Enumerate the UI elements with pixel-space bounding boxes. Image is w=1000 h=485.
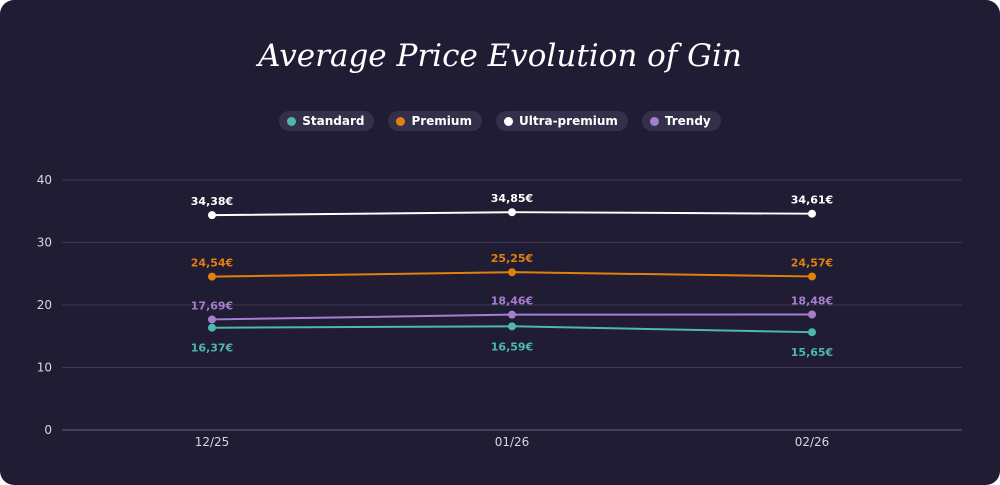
y-tick-label: 0: [44, 423, 52, 437]
legend-trendy[interactable]: Trendy: [641, 111, 721, 131]
legend-ultra-premium[interactable]: Ultra-premium: [495, 111, 628, 131]
x-tick-label: 02/26: [795, 435, 830, 449]
legend: Standard Premium Ultra-premium Trendy: [0, 111, 1000, 131]
data-label-ultra-premium: 34,38€: [191, 195, 233, 208]
data-label-premium: 24,57€: [791, 256, 833, 269]
point-trendy: [208, 315, 216, 324]
x-tick-label: 01/26: [495, 435, 530, 449]
legend-label: Standard: [302, 114, 365, 128]
y-tick-label: 10: [37, 361, 52, 375]
data-label-trendy: 18,46€: [491, 295, 533, 308]
point-standard: [208, 323, 216, 332]
data-label-premium: 25,25€: [491, 252, 533, 265]
data-label-trendy: 18,48€: [791, 295, 833, 308]
data-label-standard: 16,59€: [491, 340, 533, 353]
point-premium: [808, 272, 816, 281]
legend-label: Premium: [411, 114, 472, 128]
data-label-standard: 15,65€: [791, 346, 833, 359]
y-tick-label: 40: [37, 173, 52, 187]
data-label-standard: 16,37€: [191, 342, 233, 355]
point-trendy: [808, 310, 816, 319]
legend-standard[interactable]: Standard: [279, 111, 375, 131]
point-standard: [808, 328, 816, 337]
x-tick-label: 12/25: [195, 435, 230, 449]
data-label-ultra-premium: 34,61€: [791, 194, 833, 207]
legend-dot-icon: [503, 116, 513, 126]
point-ultra-premium: [208, 211, 216, 220]
point-standard: [508, 322, 516, 331]
point-premium: [508, 268, 516, 277]
y-tick-label: 20: [37, 298, 52, 312]
legend-dot-icon: [287, 116, 297, 126]
legend-label: Ultra-premium: [518, 114, 618, 128]
data-label-ultra-premium: 34,85€: [491, 192, 533, 205]
chart-title: Average Price Evolution of Gin: [258, 38, 742, 74]
y-tick-label: 30: [37, 236, 52, 250]
point-premium: [208, 272, 216, 281]
data-label-trendy: 17,69€: [191, 299, 233, 312]
data-label-premium: 24,54€: [191, 257, 233, 270]
point-trendy: [508, 310, 516, 319]
legend-dot-icon: [396, 116, 406, 126]
point-ultra-premium: [808, 209, 816, 218]
legend-dot-icon: [649, 116, 659, 126]
legend-premium[interactable]: Premium: [388, 111, 482, 131]
legend-label: Trendy: [664, 114, 711, 128]
point-ultra-premium: [508, 208, 516, 217]
